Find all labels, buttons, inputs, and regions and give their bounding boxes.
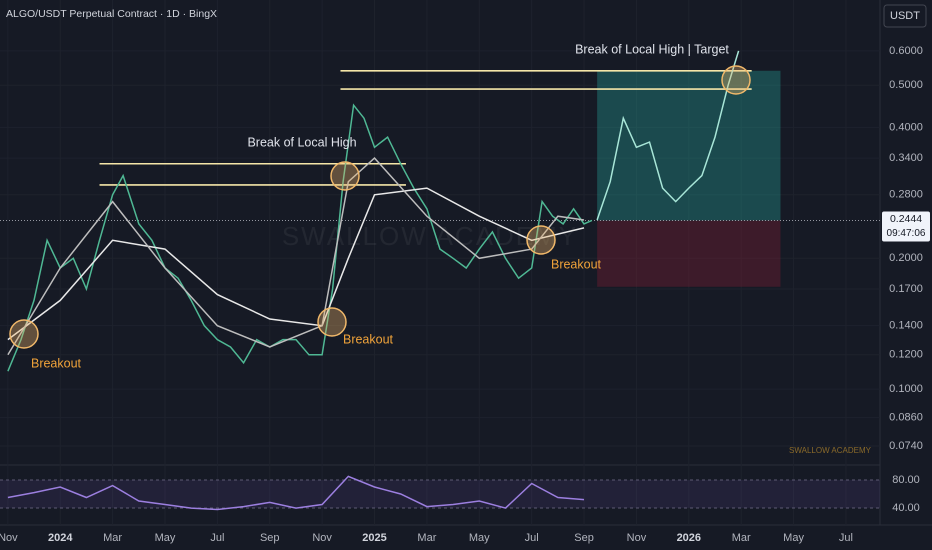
annotation: Breakout bbox=[551, 257, 602, 271]
annotation-marker bbox=[330, 161, 360, 191]
x-tick-label: Nov bbox=[0, 532, 18, 544]
y-tick-label: 0.6000 bbox=[889, 45, 923, 57]
y-tick-label: 0.5000 bbox=[889, 79, 923, 91]
price-line bbox=[7, 103, 593, 372]
x-tick-label: Mar bbox=[417, 532, 436, 544]
annotation-marker bbox=[317, 307, 347, 337]
currency-label[interactable]: USDT bbox=[890, 10, 920, 22]
annotation: Break of Local High | Target bbox=[575, 42, 729, 56]
y-tick-label: 0.2000 bbox=[889, 252, 923, 264]
annotation: Breakout bbox=[31, 356, 82, 370]
x-tick-label: 2025 bbox=[362, 532, 386, 544]
y-tick-label: 0.2800 bbox=[889, 189, 923, 201]
y-tick-label: 0.0860 bbox=[889, 412, 923, 424]
x-tick-label: Jul bbox=[525, 532, 539, 544]
annotation-marker bbox=[721, 65, 751, 95]
rsi-tick-label: 80.00 bbox=[892, 474, 920, 486]
y-tick-label: 0.1400 bbox=[889, 320, 923, 332]
annotation-marker bbox=[9, 319, 39, 349]
annotation-marker bbox=[526, 225, 556, 255]
x-tick-label: 2026 bbox=[677, 532, 701, 544]
chart-title: ALGO/USDT Perpetual Contract · 1D · Bing… bbox=[6, 8, 217, 20]
x-tick-label: Sep bbox=[574, 532, 594, 544]
y-tick-label: 0.0740 bbox=[889, 440, 923, 452]
x-tick-label: Nov bbox=[627, 532, 647, 544]
x-tick-label: Nov bbox=[312, 532, 332, 544]
target-zone bbox=[597, 70, 781, 221]
annotation: Breakout bbox=[343, 332, 394, 346]
x-tick-label: May bbox=[783, 532, 804, 544]
y-tick-label: 0.4000 bbox=[889, 121, 923, 133]
y-tick-label: 0.1700 bbox=[889, 283, 923, 295]
rsi-band bbox=[0, 479, 880, 509]
series-line bbox=[7, 187, 585, 341]
x-tick-label: Mar bbox=[103, 532, 122, 544]
series-line bbox=[7, 157, 585, 356]
x-tick-label: Jul bbox=[839, 532, 853, 544]
x-tick-label: May bbox=[469, 532, 490, 544]
brand: SWALLOW ACADEMY bbox=[789, 446, 872, 455]
last-price-tag bbox=[882, 211, 930, 242]
countdown-label: 09:47:06 bbox=[887, 228, 926, 239]
annotation: Break of Local High bbox=[247, 135, 356, 149]
y-tick-label: 0.1000 bbox=[889, 383, 923, 395]
y-tick-label: 0.3400 bbox=[889, 152, 923, 164]
rsi-tick-label: 40.00 bbox=[892, 502, 920, 514]
series-line bbox=[596, 50, 740, 221]
y-tick-label: 0.1200 bbox=[889, 349, 923, 361]
rsi-line bbox=[7, 475, 585, 511]
x-tick-label: Sep bbox=[260, 532, 280, 544]
stop-zone bbox=[597, 220, 781, 287]
x-tick-label: May bbox=[155, 532, 176, 544]
currency-button[interactable] bbox=[883, 4, 927, 28]
last-price-label: 0.2444 bbox=[890, 213, 922, 225]
x-tick-label: Jul bbox=[210, 532, 224, 544]
x-tick-label: Mar bbox=[732, 532, 751, 544]
x-tick-label: 2024 bbox=[48, 532, 73, 544]
